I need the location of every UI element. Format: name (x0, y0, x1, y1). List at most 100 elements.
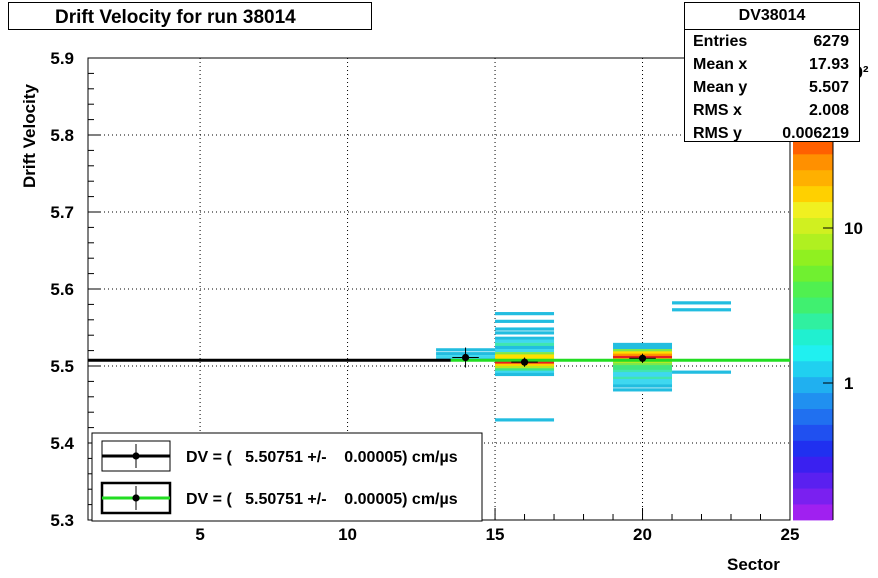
heatmap-cell (495, 312, 555, 316)
heatmap-cell (495, 365, 555, 370)
palette-swatch (793, 297, 833, 314)
palette-swatch (793, 360, 833, 378)
x-tick-label: 5 (195, 525, 204, 544)
heatmap-cell (613, 349, 673, 353)
heatmap-cell (495, 349, 555, 353)
palette-swatch (793, 169, 833, 187)
y-tick-label: 5.6 (50, 280, 74, 299)
heatmap-cell (495, 319, 555, 323)
heatmap-cell (495, 368, 555, 372)
heatmap-cell (613, 374, 673, 378)
palette-tick-label: 1 (844, 374, 853, 393)
palette-swatch (793, 488, 833, 505)
heatmap-cell (613, 388, 673, 392)
legend-marker (132, 452, 140, 460)
palette-swatch (793, 344, 833, 362)
x-tick-label: 15 (486, 525, 505, 544)
heatmap-cell (613, 365, 673, 369)
stats-row: Entries 6279 (685, 30, 859, 53)
palette-swatch (793, 472, 833, 489)
heatmap-cell (672, 370, 732, 374)
profile-points (452, 347, 656, 368)
stats-label: Entries (693, 33, 748, 50)
palette-swatch (793, 456, 833, 473)
heatmap-cell (495, 418, 555, 422)
stats-value: 17.93 (808, 56, 849, 73)
x-tick-label: 20 (633, 525, 652, 544)
y-tick-label: 5.4 (50, 434, 74, 453)
heatmap-cell (495, 352, 555, 356)
stats-row: RMS x 2.008 (685, 99, 859, 122)
color-palette: 11010² (793, 63, 869, 521)
heatmap-cell (613, 351, 673, 355)
legend-entry-text: DV = ( 5.50751 +/- 0.00005) cm/µs (186, 491, 458, 508)
stats-label: Mean y (693, 79, 748, 96)
palette-swatch (793, 376, 833, 394)
y-tick-label: 5.8 (50, 126, 74, 145)
heatmap-cell (495, 370, 555, 374)
y-tick-label: 5.9 (50, 49, 74, 68)
palette-swatch (793, 153, 833, 171)
palette-swatch (793, 185, 833, 203)
palette-swatch (793, 408, 833, 425)
axis-ticks: 5.3 5.4 5.5 5.6 5.7 5.8 5.9 5 10 15 20 25 (50, 49, 799, 544)
heatmap-cell (613, 367, 673, 371)
heatmap-cell (613, 376, 673, 380)
heatmap-cell (495, 327, 555, 331)
heatmap-cell (495, 345, 555, 350)
legend-box (91, 432, 483, 522)
stats-value: 0.006219 (782, 125, 849, 142)
heatmap-cell (613, 369, 673, 373)
x-tick-label: 10 (338, 525, 357, 544)
palette-swatch (793, 201, 833, 218)
palette-swatch (793, 265, 833, 282)
legend-marker (132, 494, 140, 502)
stats-title: DV38014 (685, 3, 859, 30)
y-tick-label: 5.7 (50, 203, 74, 222)
palette-swatch (793, 504, 833, 521)
stats-row: Mean x 17.93 (685, 53, 859, 76)
heatmap-cell (495, 354, 555, 358)
heatmap-cell (613, 379, 673, 383)
heatmap-cell (613, 345, 673, 350)
heatmap-cell (495, 339, 555, 343)
heatmap-cell (613, 384, 673, 388)
data-point (520, 358, 529, 366)
heatmap-cell (613, 381, 673, 385)
legend-entry-text: DV = ( 5.50751 +/- 0.00005) cm/µs (186, 449, 458, 466)
data-point (638, 354, 647, 362)
heatmap-cell (495, 372, 555, 377)
stats-value: 6279 (813, 33, 849, 50)
palette-swatch (793, 249, 833, 266)
palette-swatch (793, 313, 833, 330)
data-point (461, 353, 470, 362)
heatmap-cell (613, 372, 673, 376)
heatmap-cell (495, 336, 555, 340)
heatmap-cell (672, 301, 732, 305)
palette-swatch (793, 233, 833, 250)
heatmap-cell (672, 308, 732, 312)
palette-tick-label: 10 (844, 219, 863, 238)
heatmap-cell (495, 331, 555, 335)
title-box: Drift Velocity for run 38014 (8, 2, 372, 30)
palette-swatch (793, 392, 833, 409)
stats-label: RMS x (693, 102, 742, 119)
stats-row: RMS y 0.006219 (685, 122, 859, 145)
palette-swatch (793, 138, 833, 155)
heatmap-cell (613, 342, 673, 347)
stats-value: 5.507 (808, 79, 849, 96)
stats-value: 2.008 (808, 102, 849, 119)
palette-swatch (793, 424, 833, 441)
legend: DV = ( 5.50751 +/- 0.00005) cm/µs DV = ( … (91, 432, 483, 522)
palette-swatch (793, 217, 833, 234)
stats-label: RMS y (693, 125, 742, 142)
palette-swatch (793, 329, 833, 346)
palette-swatch (793, 440, 833, 457)
y-axis-label: Drift Velocity (20, 84, 39, 188)
y-tick-label: 5.3 (50, 511, 74, 530)
heatmap-cell (613, 362, 673, 367)
heatmap-cell (495, 342, 555, 347)
y-tick-label: 5.5 (50, 357, 74, 376)
stats-label: Mean x (693, 56, 748, 73)
